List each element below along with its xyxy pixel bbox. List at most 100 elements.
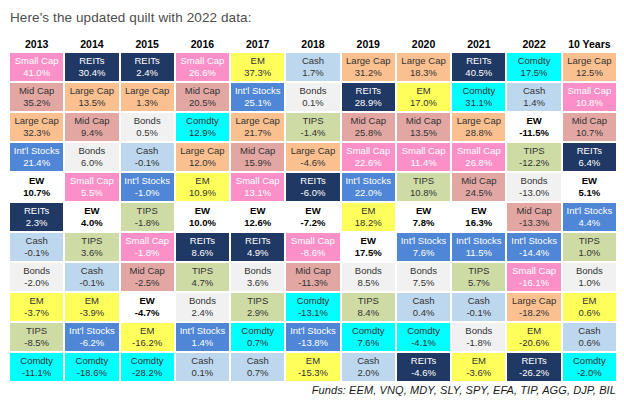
- asset-label: EM: [140, 325, 154, 337]
- asset-return-value: 3.6%: [247, 277, 269, 289]
- asset-return-value: -3.7%: [24, 307, 49, 319]
- asset-return-value: 8.6%: [192, 247, 214, 259]
- column-header-10-years: 10 Years: [563, 37, 616, 51]
- asset-return-value: 8.5%: [357, 277, 379, 289]
- asset-return-value: -7.2%: [301, 217, 326, 229]
- asset-return-value: 1.7%: [302, 67, 324, 79]
- asset-return-value: 17.5%: [355, 247, 382, 259]
- funds-footnote: Funds: EEM, VNQ, MDY, SLY, SPY, EFA, TIP…: [10, 384, 616, 396]
- column-header-2018: 2018: [286, 37, 339, 51]
- quilt-cell: REITs-26.2%: [507, 353, 560, 381]
- quilt-cell: Comdty31.1%: [452, 83, 505, 111]
- quilt-cell: Cash0.1%: [176, 353, 229, 381]
- quilt-cell: EW7.8%: [397, 203, 450, 231]
- quilt-cell: Mid Cap15.9%: [231, 143, 284, 171]
- asset-label: Comdty: [76, 355, 109, 367]
- quilt-cell: Comdty-11.1%: [10, 353, 63, 381]
- asset-return-value: 20.5%: [189, 97, 216, 109]
- asset-label: Comdty: [518, 55, 551, 67]
- asset-return-value: 12.5%: [576, 67, 603, 79]
- asset-return-value: 4.9%: [247, 247, 269, 259]
- quilt-cell: Small Cap-1.8%: [121, 233, 174, 261]
- asset-return-value: -4.7%: [135, 307, 160, 319]
- asset-label: TIPS: [247, 295, 268, 307]
- asset-label: Small Cap: [15, 55, 59, 67]
- quilt-cell: EM18.2%: [342, 203, 395, 231]
- asset-label: EW: [140, 295, 155, 307]
- asset-label: Mid Cap: [572, 115, 607, 127]
- asset-return-value: 5.1%: [579, 187, 601, 199]
- asset-return-value: 7.6%: [413, 247, 435, 259]
- asset-label: Mid Cap: [240, 145, 275, 157]
- asset-return-value: 1.3%: [136, 97, 158, 109]
- quilt-cell: TIPS8.4%: [342, 293, 395, 321]
- asset-label: Small Cap: [125, 235, 169, 247]
- column-header-2019: 2019: [342, 37, 395, 51]
- quilt-cell: Bonds0.1%: [286, 83, 339, 111]
- asset-return-value: 2.4%: [192, 307, 214, 319]
- asset-label: Comdty: [297, 295, 330, 307]
- asset-label: Comdty: [131, 355, 164, 367]
- asset-label: Cash: [26, 235, 48, 247]
- asset-label: EM: [195, 175, 209, 187]
- returns-quilt: 2013201420152016201720182019202020212022…: [10, 37, 616, 381]
- asset-return-value: 10.7%: [23, 187, 50, 199]
- asset-label: EM: [30, 295, 44, 307]
- quilt-cell: Small Cap26.6%: [176, 53, 229, 81]
- asset-label: Cash: [578, 325, 600, 337]
- quilt-cell: Bonds0.5%: [121, 113, 174, 141]
- quilt-cell: REITs2.3%: [10, 203, 63, 231]
- quilt-cell: Bonds6.0%: [65, 143, 118, 171]
- asset-return-value: -1.8%: [135, 247, 160, 259]
- quilt-cell: EW17.5%: [342, 233, 395, 261]
- asset-label: TIPS: [468, 265, 489, 277]
- asset-return-value: 6.4%: [579, 157, 601, 169]
- asset-label: Small Cap: [512, 265, 556, 277]
- asset-label: REITs: [577, 145, 602, 157]
- quilt-cell: Cash-0.1%: [121, 143, 174, 171]
- asset-return-value: -1.0%: [135, 187, 160, 199]
- quilt-cell: Bonds-13.0%: [507, 173, 560, 201]
- quilt-cell: TIPS1.0%: [563, 233, 616, 261]
- asset-label: EM: [251, 55, 265, 67]
- asset-return-value: 40.5%: [465, 67, 492, 79]
- asset-return-value: 11.4%: [410, 157, 436, 169]
- quilt-cell: Small Cap-16.1%: [507, 263, 560, 291]
- asset-label: Cash: [357, 355, 379, 367]
- asset-return-value: 24.5%: [465, 187, 492, 199]
- quilt-cell: Small Cap41.0%: [10, 53, 63, 81]
- asset-label: Small Cap: [181, 55, 225, 67]
- quilt-grid: Small Cap41.0%REITs30.4%REITs2.4%Small C…: [10, 53, 616, 381]
- asset-label: Cash: [412, 295, 434, 307]
- asset-return-value: 25.8%: [355, 127, 382, 139]
- asset-return-value: 16.3%: [465, 217, 492, 229]
- quilt-cell: Int'l Stocks-1.0%: [121, 173, 174, 201]
- asset-return-value: 1.4%: [192, 337, 214, 349]
- asset-label: EM: [472, 355, 486, 367]
- asset-label: Small Cap: [236, 175, 280, 187]
- quilt-cell: Bonds2.4%: [176, 293, 229, 321]
- quilt-cell: Large Cap28.8%: [452, 113, 505, 141]
- quilt-cell: Mid Cap20.5%: [176, 83, 229, 111]
- asset-label: EW: [29, 175, 44, 187]
- quilt-cell: Cash2.0%: [342, 353, 395, 381]
- asset-label: Bonds: [355, 265, 382, 277]
- asset-return-value: 41.0%: [23, 67, 50, 79]
- quilt-cell: EM17.0%: [397, 83, 450, 111]
- quilt-cell: Mid Cap24.5%: [452, 173, 505, 201]
- quilt-cell: Bonds8.5%: [342, 263, 395, 291]
- quilt-cell: Comdty-2.0%: [563, 353, 616, 381]
- quilt-cell: Int'l Stocks11.5%: [452, 233, 505, 261]
- asset-label: Comdty: [352, 325, 385, 337]
- asset-label: EW: [416, 205, 431, 217]
- asset-label: Comdty: [20, 355, 53, 367]
- asset-label: Mid Cap: [185, 85, 220, 97]
- asset-label: Mid Cap: [406, 115, 441, 127]
- asset-label: Bonds: [189, 295, 216, 307]
- asset-return-value: 10.0%: [189, 217, 216, 229]
- asset-label: TIPS: [192, 265, 213, 277]
- asset-return-value: -2.5%: [135, 277, 160, 289]
- asset-label: EW: [582, 175, 597, 187]
- quilt-cell: Mid Cap25.8%: [342, 113, 395, 141]
- quilt-cell: Small Cap11.4%: [397, 143, 450, 171]
